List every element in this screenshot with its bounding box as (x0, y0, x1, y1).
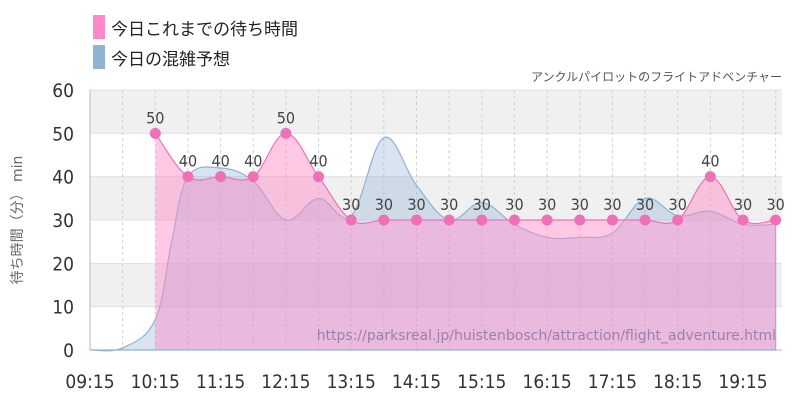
series-actual-area (155, 133, 776, 350)
data-point (345, 214, 357, 226)
data-point (280, 127, 292, 139)
legend-swatch-forecast (93, 45, 105, 69)
data-label: 50 (277, 108, 295, 127)
data-point (770, 214, 782, 226)
data-label: 30 (505, 195, 523, 214)
data-point (606, 214, 618, 226)
x-tick-label: 12:15 (261, 371, 310, 393)
chart-source-url: https://parksreal.jp/huistenbosch/attrac… (317, 328, 776, 344)
data-label: 30 (734, 195, 752, 214)
x-tick-label: 16:15 (522, 371, 571, 393)
data-point (508, 214, 520, 226)
x-tick-label: 14:15 (392, 371, 441, 393)
x-tick-label: 18:15 (653, 371, 702, 393)
y-tick-label: 0 (63, 340, 74, 362)
data-point (149, 127, 161, 139)
legend-item-actual-wait[interactable]: 今日これまでの待ち時間 (93, 12, 298, 42)
data-label: 40 (244, 152, 262, 171)
data-point (704, 171, 716, 183)
grid-band (90, 176, 782, 220)
data-label: 30 (342, 195, 360, 214)
data-point (215, 171, 227, 183)
legend-item-forecast[interactable]: 今日の混雑予想 (93, 42, 298, 72)
y-axis-label: 待ち時間（分） min (10, 156, 26, 285)
x-tick-label: 19:15 (718, 371, 767, 393)
data-label: 30 (473, 195, 491, 214)
legend-label-actual: 今日これまでの待ち時間 (111, 19, 298, 40)
data-label: 30 (766, 195, 784, 214)
x-tick-label: 09:15 (65, 371, 114, 393)
data-label: 30 (603, 195, 621, 214)
y-tick-label: 20 (52, 253, 74, 275)
data-label: 40 (211, 152, 229, 171)
x-tick-label: 10:15 (131, 371, 180, 393)
data-point (476, 214, 488, 226)
data-label: 30 (440, 195, 458, 214)
series-forecast-area (89, 136, 777, 352)
y-tick-label: 50 (52, 123, 74, 145)
data-label: 50 (146, 108, 164, 127)
data-point (639, 214, 651, 226)
data-point (672, 214, 684, 226)
data-label: 30 (375, 195, 393, 214)
x-tick-label: 11:15 (196, 371, 245, 393)
data-point (182, 171, 194, 183)
data-label: 30 (407, 195, 425, 214)
x-tick-label: 17:15 (588, 371, 637, 393)
data-point (313, 171, 325, 183)
data-point (737, 214, 749, 226)
data-label: 30 (571, 195, 589, 214)
y-tick-label: 60 (52, 80, 74, 102)
data-label: 40 (701, 152, 719, 171)
grid-band (90, 90, 782, 134)
legend-swatch-actual (93, 15, 105, 39)
data-label: 40 (309, 152, 327, 171)
data-point (378, 214, 390, 226)
data-point (443, 214, 455, 226)
data-label: 30 (669, 195, 687, 214)
legend: 今日これまでの待ち時間 今日の混雑予想 (93, 12, 298, 72)
y-tick-label: 10 (52, 297, 74, 319)
x-tick-label: 13:15 (327, 371, 376, 393)
legend-label-forecast: 今日の混雑予想 (111, 49, 230, 70)
y-tick-label: 30 (52, 210, 74, 232)
data-point (574, 214, 586, 226)
chart-subtitle: アンクルパイロットのフライトアドベンチャー (531, 70, 782, 84)
x-tick-label: 15:15 (457, 371, 506, 393)
data-label: 30 (538, 195, 556, 214)
data-label: 40 (179, 152, 197, 171)
data-point (541, 214, 553, 226)
data-point (411, 214, 422, 226)
data-point (247, 171, 259, 183)
y-tick-label: 40 (52, 167, 74, 189)
data-label: 30 (636, 195, 654, 214)
grid-band (90, 263, 782, 307)
